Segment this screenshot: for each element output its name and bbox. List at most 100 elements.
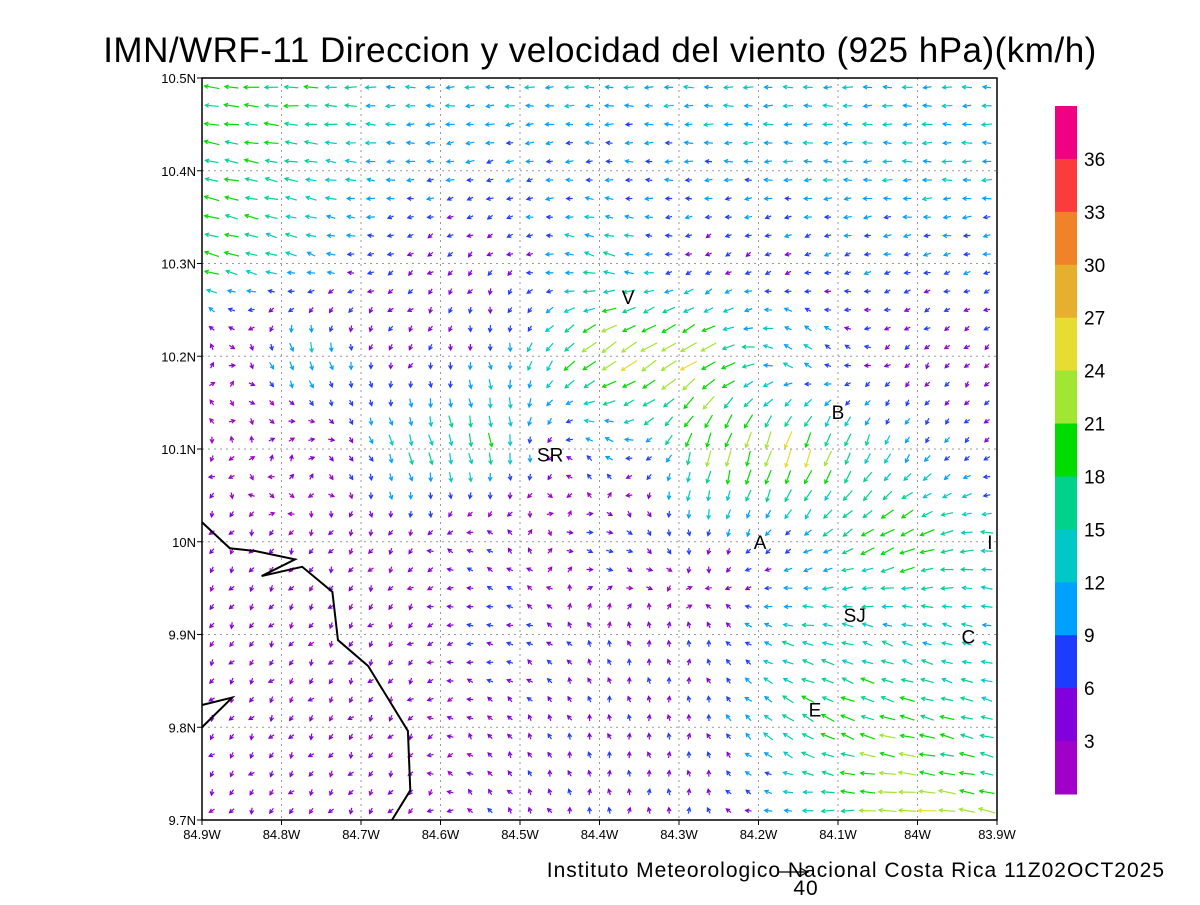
wind-arrow [687,734,691,740]
wind-arrow [428,605,434,609]
wind-arrow [880,715,895,720]
wind-arrow [565,289,574,293]
wind-arrow [825,400,831,406]
wind-arrow [939,808,955,812]
wind-arrow [843,104,852,108]
wind-arrow [467,642,473,646]
wind-arrow [684,308,694,313]
wind-arrow [330,697,334,703]
wind-arrow [528,530,532,535]
wind-arrow [963,104,971,108]
wind-arrow [603,308,616,312]
wind-arrow [785,510,791,519]
wind-arrow [844,178,852,182]
wind-arrow [842,568,854,572]
wind-arrow [229,475,234,478]
wind-arrow [925,455,930,461]
wind-arrow [369,734,373,739]
wind-arrow [841,771,856,775]
wind-arrow [803,809,813,813]
wind-arrow [766,510,770,518]
wind-arrow [727,753,730,758]
colorbar-swatch [1055,582,1077,635]
wind-arrow [329,400,333,406]
wind-arrow [546,104,554,108]
wind-arrow [960,771,975,775]
wind-arrow [568,623,571,628]
wind-arrow [246,178,258,182]
wind-arrow [602,325,617,332]
wind-arrow [250,678,254,684]
wind-arrow [369,344,372,349]
wind-arrow [389,435,393,445]
wind-arrow [290,362,294,370]
wind-arrow [805,450,811,467]
wind-arrow [230,734,234,739]
wind-arrow [745,197,752,201]
wind-arrow [446,85,454,89]
wind-arrow [899,771,917,775]
wind-arrow [389,548,393,554]
wind-arrow [906,382,910,387]
wind-arrow [727,771,731,776]
wind-arrow [627,678,631,684]
wind-arrow [687,771,691,777]
wind-arrow [329,641,333,647]
wind-arrow [488,234,493,238]
wind-arrow [528,343,533,352]
wind-arrow [903,660,913,665]
wind-arrow [349,418,352,424]
wind-arrow [843,85,853,89]
wind-arrow [899,809,916,813]
wind-arrow [647,456,652,460]
wind-arrow [783,715,794,721]
wind-arrow [249,401,254,404]
wind-arrow [946,419,949,424]
wind-arrow [449,416,453,427]
wind-arrow [963,215,972,219]
wind-arrow [705,197,712,201]
wind-arrow [925,289,931,293]
wind-arrow [605,419,613,423]
wind-arrow [666,141,673,145]
wind-arrow [546,197,553,201]
wind-arrow [959,808,974,812]
wind-arrow [646,438,652,442]
wind-arrow [805,363,812,367]
wind-arrow [883,623,892,627]
wind-arrow [290,325,294,332]
wind-arrow [706,586,712,590]
wind-arrow [783,85,793,89]
wind-arrow [686,252,692,256]
y-tick-label: 10.4N [161,164,196,179]
wind-arrow [429,473,433,482]
wind-arrow [648,752,651,757]
wind-arrow [426,123,435,127]
wind-arrow [369,697,373,702]
wind-arrow [388,234,394,238]
wind-arrow [508,434,512,445]
town-label: E [809,701,822,722]
wind-arrow [705,85,713,89]
wind-arrow [309,400,313,405]
wind-arrow [963,178,971,182]
wind-arrow [466,104,474,108]
wind-arrow [685,289,694,293]
wind-arrow [965,419,970,422]
wind-arrow [285,85,298,89]
x-tick-label: 84.9W [183,827,221,842]
wind-arrow [607,604,611,610]
wind-arrow [863,641,872,645]
wind-arrow [724,308,734,312]
wind-arrow [349,641,353,646]
wind-arrow [369,326,373,332]
wind-arrow [210,734,213,739]
wind-arrow [290,622,294,628]
wind-arrow [783,696,793,703]
wind-arrow [904,123,912,127]
wind-arrow [369,641,373,647]
wind-arrow [805,530,812,535]
wind-arrow [286,252,297,256]
wind-arrow [666,435,672,444]
wind-arrow-shaft [725,397,733,407]
